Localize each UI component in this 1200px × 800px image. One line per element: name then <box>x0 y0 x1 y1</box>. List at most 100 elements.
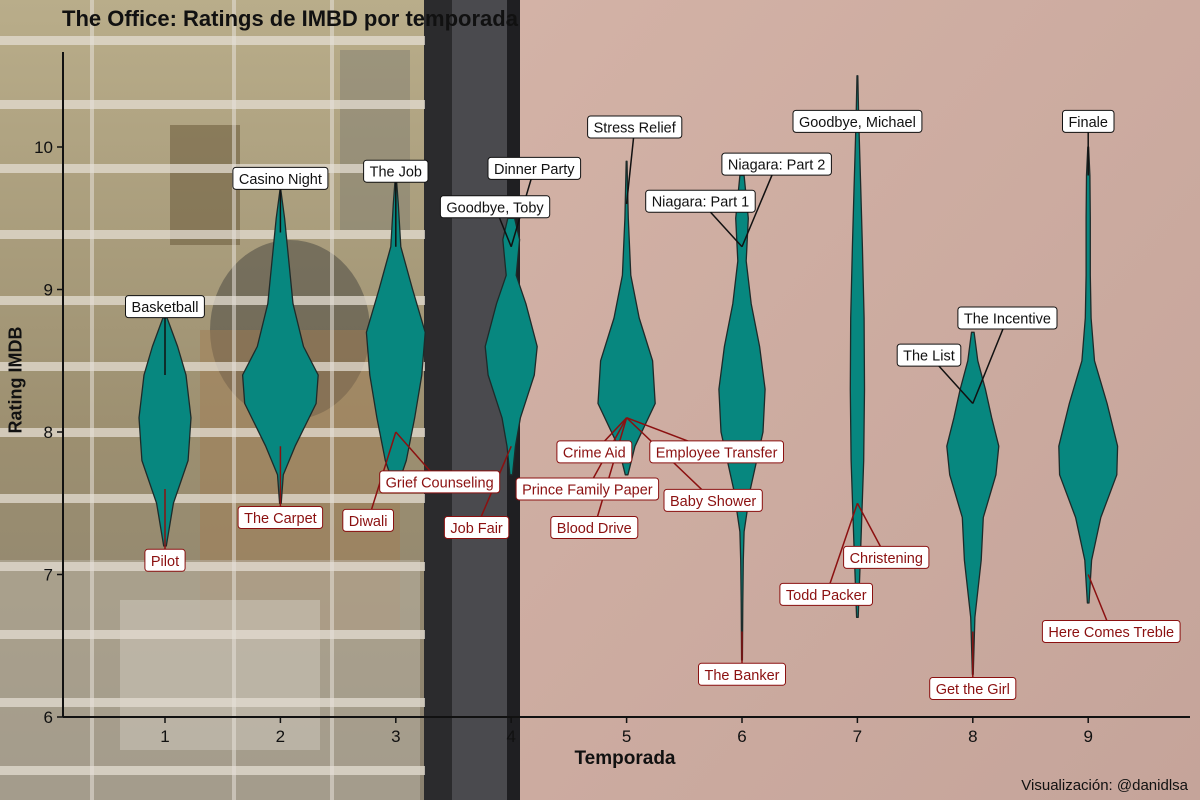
episode-label-box <box>649 440 784 464</box>
episode-label: Finale <box>1062 109 1115 133</box>
violins <box>138 75 1119 675</box>
episode-label-text: Grief Counseling <box>386 475 494 491</box>
episode-label-text: Blood Drive <box>557 521 632 537</box>
episode-label-text: Employee Transfer <box>656 445 778 461</box>
episode-label-box <box>515 477 660 501</box>
episode-label: Goodbye, Toby <box>439 195 551 219</box>
leader-line <box>972 317 1009 404</box>
episode-label: Christening <box>843 545 930 569</box>
episode-label-text: Niagara: Part 2 <box>728 158 826 174</box>
episode-label: The List <box>896 343 962 367</box>
episode-label-box <box>779 582 874 606</box>
leader-line <box>825 503 859 595</box>
violin-season-9 <box>1058 146 1119 604</box>
episode-label: Casino Night <box>232 166 329 190</box>
x-ticks: 1 2 3 4 5 6 7 8 9 <box>160 717 1093 746</box>
episode-label-box <box>237 506 324 529</box>
episode-label-text: Baby Shower <box>670 494 756 510</box>
episode-label: Baby Shower <box>663 488 763 512</box>
episode-label: Grief Counseling <box>379 470 501 494</box>
episode-label-box <box>721 152 832 176</box>
x-axis-label: Temporada <box>574 748 676 769</box>
episode-label-box <box>645 189 756 213</box>
episode-label-text: The Job <box>370 165 422 181</box>
episode-label-text: Get the Girl <box>936 682 1010 698</box>
episode-label: Stress Relief <box>587 115 683 139</box>
violin-season-5 <box>597 160 656 476</box>
episode-label: Dinner Party <box>487 156 582 180</box>
episode-label-text: Todd Packer <box>786 588 867 604</box>
episode-label-text: Basketball <box>132 300 199 316</box>
episode-label-box <box>698 662 786 686</box>
violin-season-6 <box>718 174 766 661</box>
episode-label-text: Dinner Party <box>494 162 575 178</box>
episode-label: Here Comes Treble <box>1041 620 1181 643</box>
episode-label: The Carpet <box>237 506 324 529</box>
episode-label-box <box>1041 620 1181 643</box>
episode-label: Todd Packer <box>779 582 874 606</box>
episode-label-box <box>363 159 429 183</box>
episode-label-box <box>896 343 962 367</box>
chart-title: The Office: Ratings de IMBD por temporad… <box>62 6 518 31</box>
x-tick-label: 9 <box>1083 727 1092 746</box>
y-tick-label: 9 <box>44 281 53 300</box>
x-tick-label: 2 <box>276 727 285 746</box>
episode-label: The Job <box>363 159 429 183</box>
violin-season-8 <box>946 331 1000 675</box>
episode-label-text: Job Fair <box>450 521 503 537</box>
episode-label-text: The List <box>903 349 955 365</box>
violin-season-7 <box>849 75 866 618</box>
episode-label-box <box>792 109 923 133</box>
y-axis-label: Rating IMDB <box>5 326 26 434</box>
episode-label: Basketball <box>125 295 205 319</box>
episode-label-box <box>144 548 186 572</box>
x-tick-label: 4 <box>506 727 515 746</box>
episode-label-text: Goodbye, Toby <box>446 200 544 216</box>
episode-label-text: The Incentive <box>964 312 1051 328</box>
leader-line <box>741 163 778 248</box>
episode-label-box <box>439 195 551 219</box>
y-tick-label: 6 <box>44 708 53 727</box>
episode-label-box <box>556 440 633 464</box>
x-tick-label: 1 <box>160 727 169 746</box>
episode-label: Pilot <box>144 548 186 572</box>
episode-label-text: Diwali <box>349 514 388 530</box>
episode-label-box <box>443 516 510 539</box>
y-tick-label: 10 <box>34 138 53 157</box>
episode-label-text: Finale <box>1068 115 1108 131</box>
y-ticks: 6 7 8 9 10 <box>34 138 63 727</box>
leader-line <box>593 417 628 528</box>
episode-label-box <box>1062 109 1115 133</box>
episode-label-box <box>550 516 639 539</box>
episode-label-text: Stress Relief <box>594 121 677 137</box>
episode-label-text: Goodbye, Michael <box>799 115 916 131</box>
episode-label-box <box>342 508 394 532</box>
episode-label: Prince Family Paper <box>515 477 660 501</box>
episode-label-box <box>232 166 329 190</box>
episode-label: Blood Drive <box>550 516 639 539</box>
y-tick-label: 8 <box>44 423 53 442</box>
episode-label-text: Pilot <box>151 554 179 570</box>
episode-label: Goodbye, Michael <box>792 109 923 133</box>
episode-label-text: Niagara: Part 1 <box>652 195 750 211</box>
episode-label-text: Here Comes Treble <box>1048 625 1174 641</box>
episode-label: Niagara: Part 1 <box>645 189 756 213</box>
episode-label-box <box>957 306 1058 330</box>
episode-label: Job Fair <box>443 516 510 539</box>
episode-label: Diwali <box>342 508 394 532</box>
episode-label-box <box>487 156 582 180</box>
episode-label-box <box>379 470 501 494</box>
episode-label-text: Prince Family Paper <box>522 483 653 499</box>
episode-label-text: Christening <box>850 551 923 567</box>
violin-season-4 <box>484 217 538 476</box>
episode-label: Crime Aid <box>556 440 633 464</box>
x-tick-label: 5 <box>622 727 631 746</box>
x-tick-label: 7 <box>853 727 862 746</box>
episode-label-text: Casino Night <box>239 172 322 188</box>
x-tick-label: 8 <box>968 727 977 746</box>
episode-label-text: The Banker <box>705 668 780 684</box>
episode-label: Niagara: Part 2 <box>721 152 832 176</box>
episode-label-text: The Carpet <box>244 511 317 527</box>
